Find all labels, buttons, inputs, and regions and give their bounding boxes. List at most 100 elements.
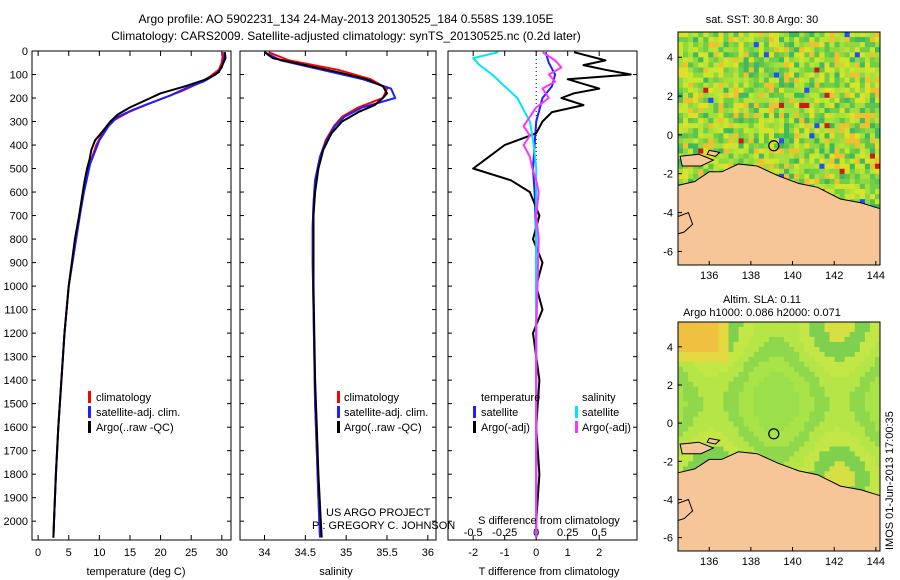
map-cell (713, 371, 719, 378)
map-cell (774, 97, 780, 104)
map-cell (743, 346, 749, 353)
map-cell (844, 346, 850, 353)
map-cell (875, 143, 881, 149)
map-cell (703, 148, 709, 154)
map-cell (869, 163, 876, 170)
map-cell (809, 322, 815, 328)
map-cell (718, 361, 724, 368)
map-cell (728, 346, 734, 353)
map-cell (784, 77, 790, 83)
land-island (679, 441, 715, 455)
map-cell (683, 77, 689, 83)
map-cell (824, 332, 830, 338)
map-cell (774, 366, 780, 373)
map-x-tick-label: 142 (825, 270, 843, 282)
map-cell (683, 346, 689, 353)
map-cell (794, 148, 800, 154)
legend-swatch-satellite (88, 406, 91, 418)
map-cell (738, 77, 744, 83)
map-cell (819, 381, 825, 387)
map-cell (733, 153, 739, 159)
map-cell (748, 57, 754, 63)
map-cell (688, 67, 694, 73)
map-cell (799, 163, 805, 170)
map-cell (743, 396, 749, 402)
map-cell (678, 436, 684, 442)
map-cell (784, 322, 790, 328)
map-cell (683, 327, 689, 333)
map-cell (819, 396, 825, 402)
map-cell (728, 441, 734, 447)
map-cell (839, 72, 845, 78)
map-cell (784, 153, 790, 159)
map-x-tick-label: 138 (742, 270, 760, 282)
map-cell (738, 108, 744, 114)
map-cell (814, 456, 820, 462)
map-cell (824, 178, 830, 185)
map-cell (829, 446, 835, 452)
map-cell (743, 327, 749, 333)
map-cell (819, 361, 825, 368)
map-cell (774, 396, 780, 402)
map-cell (814, 396, 820, 402)
map-cell (859, 431, 866, 437)
map-cell (864, 486, 871, 492)
map-cell (758, 391, 765, 397)
map-cell (794, 42, 800, 48)
map-cell (688, 361, 694, 368)
map-cell (779, 118, 785, 124)
map-cell (728, 52, 734, 58)
map-cell (723, 118, 729, 124)
map-cell (698, 108, 704, 114)
map-cell (834, 128, 840, 134)
map-cell (804, 411, 810, 417)
map-cell (718, 67, 724, 73)
map-cell (733, 446, 739, 452)
map-cell (738, 97, 744, 104)
map-cell (869, 97, 876, 104)
map-cell (875, 361, 881, 368)
map-cell (723, 143, 729, 149)
map-cell (698, 77, 704, 83)
map-cell (829, 456, 835, 462)
map-cell (768, 113, 775, 119)
map-cell (824, 396, 830, 402)
map-cell (834, 411, 840, 417)
sla-map-title-line1: Altim. SLA: 0.11 (723, 294, 801, 306)
map-cell (819, 327, 825, 333)
map-cell (683, 97, 689, 104)
map-cell (789, 346, 795, 353)
map-cell (789, 168, 795, 175)
map-cell (738, 158, 744, 164)
map-cell (869, 436, 876, 442)
map-cell (768, 406, 775, 412)
map-cell (869, 356, 876, 363)
map-cell (733, 57, 739, 63)
map-cell (799, 178, 805, 185)
map-cell (779, 411, 785, 417)
map-cell (753, 37, 760, 43)
map-cell (723, 436, 729, 442)
map-cell (869, 47, 876, 53)
map-cell (819, 366, 825, 373)
map-cell (824, 72, 830, 78)
map-cell (718, 366, 724, 373)
map-cell (713, 118, 719, 124)
map-cell (859, 32, 866, 38)
map-cell (678, 356, 684, 363)
map-cell (844, 184, 850, 190)
map-cell (713, 72, 719, 78)
map-cell (683, 406, 689, 412)
map-cell (864, 37, 871, 43)
map-cell (733, 396, 739, 402)
map-cell (819, 173, 825, 180)
map-cell (834, 118, 840, 124)
map-cell (864, 153, 871, 159)
map-cell (713, 92, 719, 99)
map-cell (728, 92, 734, 99)
map-cell (859, 391, 866, 397)
map-cell (728, 421, 734, 427)
map-cell (834, 426, 840, 432)
map-cell (844, 57, 850, 63)
map-cell (859, 153, 866, 159)
